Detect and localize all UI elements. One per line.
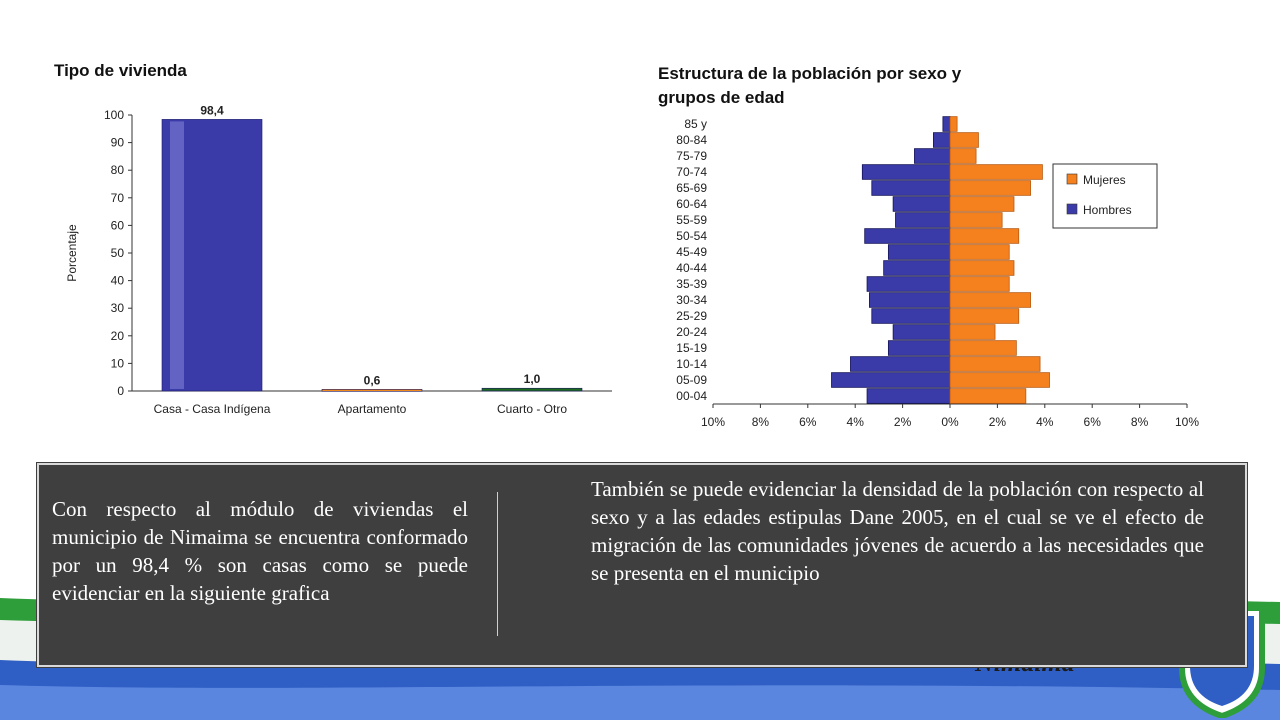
paragraph-poblacion: También se puede evidenciar la densidad … bbox=[591, 477, 1204, 585]
bar-highlight bbox=[170, 121, 184, 389]
bar-hombres bbox=[831, 372, 951, 388]
bar-mujeres bbox=[949, 244, 1010, 260]
y-tick-label: 80 bbox=[111, 163, 125, 177]
age-label: 20-24 bbox=[676, 325, 707, 339]
bar bbox=[481, 387, 583, 392]
y-tick-label: 30 bbox=[111, 301, 125, 315]
paragraph-viviendas: Con respecto al módulo de viviendas el m… bbox=[52, 497, 468, 605]
x-tick-label: 0% bbox=[941, 415, 959, 429]
chart1-title: Tipo de vivienda bbox=[54, 61, 187, 80]
y-tick-label: 50 bbox=[111, 246, 125, 260]
x-tick-label: 10% bbox=[1175, 415, 1199, 429]
data-label: 0,6 bbox=[364, 373, 381, 387]
x-tick-label: 4% bbox=[1036, 415, 1054, 429]
bar-mujeres bbox=[949, 148, 977, 164]
bar-mujeres bbox=[949, 372, 1050, 388]
bar-hombres bbox=[892, 324, 951, 340]
age-label: 45-49 bbox=[676, 245, 707, 259]
x-tick-label: 8% bbox=[752, 415, 770, 429]
age-label: 75-79 bbox=[676, 149, 707, 163]
bar-hombres bbox=[942, 116, 951, 132]
bar-hombres bbox=[866, 388, 951, 404]
age-label: 60-64 bbox=[676, 197, 707, 211]
bar-mujeres bbox=[949, 276, 1010, 292]
age-label: 70-74 bbox=[676, 165, 707, 179]
bar-hombres bbox=[869, 292, 951, 308]
bar-hombres bbox=[861, 164, 951, 180]
age-label: 00-04 bbox=[676, 389, 707, 403]
bar-hombres bbox=[871, 180, 951, 196]
x-tick-label: 10% bbox=[701, 415, 725, 429]
chart-tipo-vivienda: 0 10 20 30 40 50 60 70 80 90 100 Porcentaje 98,4 Casa… bbox=[65, 103, 612, 416]
bar-mujeres bbox=[949, 212, 1003, 228]
bar-mujeres bbox=[949, 388, 1027, 404]
bar-mujeres bbox=[949, 308, 1020, 324]
age-label: 50-54 bbox=[676, 229, 707, 243]
x-tick-label: 8% bbox=[1131, 415, 1149, 429]
legend-label: Hombres bbox=[1083, 203, 1132, 217]
y-tick-label: 20 bbox=[111, 329, 125, 343]
bar-mujeres bbox=[949, 260, 1015, 276]
age-label: 55-59 bbox=[676, 213, 707, 227]
age-label: 40-44 bbox=[676, 261, 707, 275]
y-axis-label: Porcentaje bbox=[65, 224, 79, 282]
bar-mujeres bbox=[949, 228, 1020, 244]
bar-mujeres bbox=[949, 324, 996, 340]
bar-mujeres bbox=[949, 164, 1043, 180]
age-label: 85 y bbox=[684, 117, 707, 131]
y-tick-label: 70 bbox=[111, 191, 125, 205]
bar-mujeres bbox=[949, 132, 979, 148]
bar-hombres bbox=[866, 276, 951, 292]
age-label: 30-34 bbox=[676, 293, 707, 307]
age-label: 25-29 bbox=[676, 309, 707, 323]
bar-hombres bbox=[864, 228, 951, 244]
age-label: 65-69 bbox=[676, 181, 707, 195]
y-tick-label: 60 bbox=[111, 218, 125, 232]
bar-hombres bbox=[850, 356, 951, 372]
y-tick-label: 90 bbox=[111, 136, 125, 150]
x-tick-label: 6% bbox=[1084, 415, 1102, 429]
bar-hombres bbox=[871, 308, 951, 324]
y-tick-label: 40 bbox=[111, 274, 125, 288]
age-label: 15-19 bbox=[676, 341, 707, 355]
bar-hombres bbox=[895, 212, 951, 228]
bar-mujeres bbox=[949, 180, 1031, 196]
data-label: 98,4 bbox=[200, 103, 224, 117]
age-label: 35-39 bbox=[676, 277, 707, 291]
text-panel bbox=[37, 463, 1247, 667]
legend-label: Mujeres bbox=[1083, 173, 1126, 187]
age-label: 80-84 bbox=[676, 133, 707, 147]
y-tick-label: 0 bbox=[117, 384, 124, 398]
bar-mujeres bbox=[949, 340, 1017, 356]
bar-hombres bbox=[933, 132, 951, 148]
bar-hombres bbox=[887, 340, 951, 356]
x-tick-label: Apartamento bbox=[338, 402, 407, 416]
x-tick-label: 4% bbox=[847, 415, 865, 429]
chart-piramide-poblacion: 10% 8% 6% 4% 2% 0% 2% 4% 6% 8% 10% 00-04 05-09 10-14 1… bbox=[676, 116, 1199, 429]
age-label: 10-14 bbox=[676, 357, 707, 371]
bar-hombres bbox=[883, 260, 951, 276]
bar-mujeres bbox=[949, 292, 1031, 308]
bar bbox=[321, 389, 423, 392]
bar-hombres bbox=[892, 196, 951, 212]
divider bbox=[497, 492, 498, 636]
legend-swatch bbox=[1066, 173, 1078, 185]
x-tick-label: Casa - Casa Indígena bbox=[154, 402, 271, 416]
bar-hombres bbox=[914, 148, 951, 164]
y-tick-label: 100 bbox=[104, 108, 124, 122]
y-tick-label: 10 bbox=[111, 356, 125, 370]
legend-swatch bbox=[1066, 203, 1078, 215]
x-tick-label: Cuarto - Otro bbox=[497, 402, 567, 416]
age-label: 05-09 bbox=[676, 373, 707, 387]
bar-mujeres bbox=[949, 356, 1041, 372]
x-tick-label: 6% bbox=[799, 415, 817, 429]
x-tick-label: 2% bbox=[894, 415, 912, 429]
bar-mujeres bbox=[949, 116, 958, 132]
x-tick-label: 2% bbox=[989, 415, 1007, 429]
data-label: 1,0 bbox=[524, 372, 541, 386]
bar-mujeres bbox=[949, 196, 1015, 212]
chart2-title: Estructura de la población por sexo y gr… bbox=[658, 64, 962, 107]
bar-hombres bbox=[887, 244, 951, 260]
